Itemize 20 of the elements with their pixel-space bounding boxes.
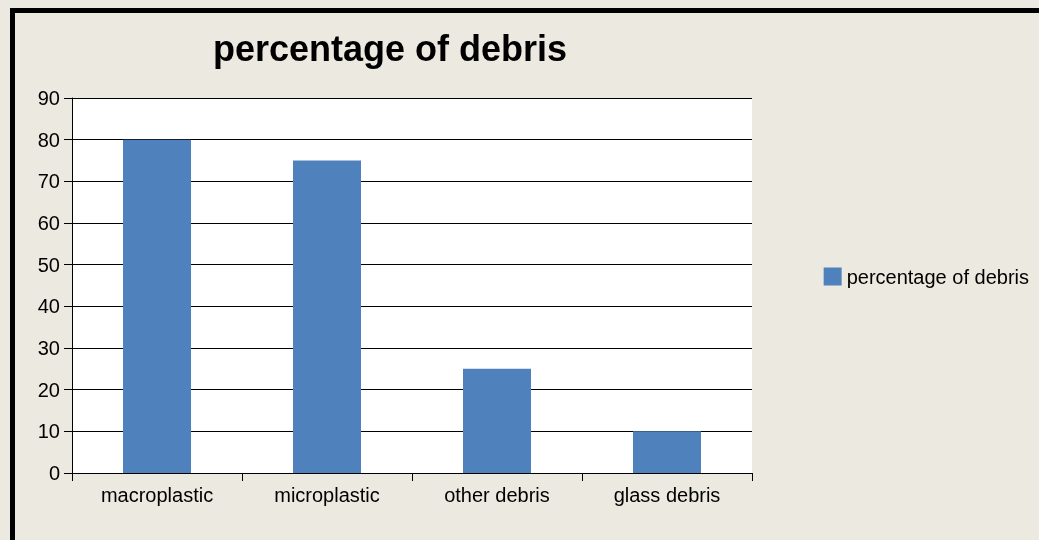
bar bbox=[293, 160, 361, 473]
chart-title: percentage of debris bbox=[212, 27, 568, 69]
x-tick-label: glass debris bbox=[613, 484, 721, 506]
y-tick-label: 20 bbox=[37, 378, 60, 401]
y-tick-label: 90 bbox=[37, 87, 60, 109]
y-tick-label: 80 bbox=[37, 128, 60, 151]
y-tick-label: 30 bbox=[37, 337, 60, 359]
bar bbox=[463, 368, 531, 473]
y-tick-label: 70 bbox=[37, 170, 60, 193]
x-tick-label: other debris bbox=[444, 484, 550, 506]
y-tick-label: 50 bbox=[37, 253, 60, 276]
legend-label: percentage of debris bbox=[846, 265, 1029, 288]
x-tick-label: macroplastic bbox=[100, 484, 214, 506]
y-tick-label: 0 bbox=[48, 462, 60, 484]
x-tick-label: microplastic bbox=[274, 484, 380, 506]
y-tick-label: 10 bbox=[37, 420, 60, 443]
bar bbox=[123, 139, 191, 473]
bar bbox=[633, 431, 701, 473]
y-tick-label: 60 bbox=[37, 212, 60, 234]
y-tick-label: 40 bbox=[37, 295, 60, 318]
